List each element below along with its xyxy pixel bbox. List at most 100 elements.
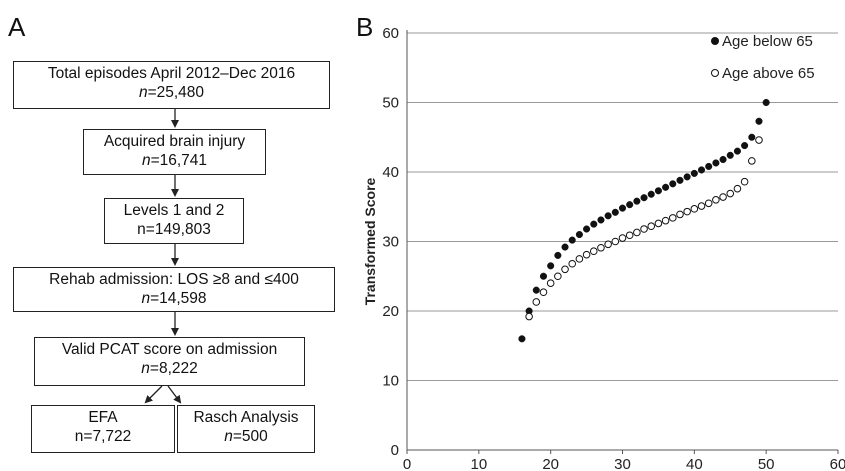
flow-box-label: Levels 1 and 2 (123, 202, 225, 219)
point-age-above-65 (755, 136, 763, 144)
point-age-above-65 (604, 240, 612, 249)
flow-box-rasch: Rasch Analysis n=500 (177, 405, 315, 453)
point-age-above-65 (525, 312, 533, 321)
point-age-above-65 (697, 202, 706, 210)
point-age-below-65 (640, 194, 648, 202)
flow-box-label: EFA (88, 409, 118, 426)
point-age-below-65 (719, 155, 727, 164)
y-tick-label: 60 (382, 25, 399, 42)
point-age-below-65 (755, 117, 763, 125)
point-age-above-65 (532, 298, 541, 306)
n-value: =25,480 (147, 84, 205, 101)
legend-label: Age above 65 (722, 65, 815, 82)
legend-marker (711, 69, 719, 77)
legend-label: Age below 65 (722, 33, 813, 50)
y-tick-label: 20 (382, 303, 399, 320)
flow-arrows (144, 109, 182, 404)
point-age-above-65 (539, 288, 548, 297)
n-symbol: n (141, 152, 151, 169)
point-age-below-65 (539, 272, 548, 280)
flow-box-levels: Levels 1 and 2 n=149,803 (104, 198, 244, 244)
point-age-above-65 (654, 219, 663, 228)
point-age-above-65 (625, 231, 634, 240)
point-age-below-65 (547, 262, 555, 270)
x-tick-label: 50 (758, 456, 775, 471)
point-age-above-65 (633, 228, 641, 237)
point-age-above-65 (676, 210, 684, 219)
n-symbol: n (74, 428, 84, 445)
point-age-above-65 (683, 207, 691, 216)
x-tick-label: 40 (686, 456, 703, 471)
point-age-below-65 (733, 147, 741, 155)
point-age-above-65 (589, 247, 598, 256)
point-age-below-65 (669, 180, 677, 188)
point-age-below-65 (561, 243, 569, 251)
n-value: =14,598 (150, 290, 207, 307)
n-value: =8,222 (149, 360, 198, 377)
point-age-below-65 (597, 216, 605, 224)
point-age-below-65 (583, 225, 591, 233)
point-age-below-65 (575, 231, 583, 239)
point-age-above-65 (618, 234, 627, 242)
n-symbol: n (224, 428, 233, 445)
flow-box-label: Acquired brain injury (103, 133, 246, 150)
x-tick-label: 10 (470, 456, 487, 471)
point-age-below-65 (626, 201, 634, 209)
n-symbol: n (141, 290, 151, 307)
point-age-below-65 (554, 251, 562, 259)
flow-box-label: Total episodes April 2012–Dec 2016 (47, 65, 296, 82)
point-age-below-65 (633, 197, 641, 205)
point-age-below-65 (705, 162, 713, 170)
flow-box-label: Rehab admission: LOS ≥8 and ≤400 (49, 271, 299, 288)
point-age-below-65 (604, 212, 612, 220)
n-symbol: n (141, 360, 150, 377)
y-tick-label: 10 (382, 373, 399, 390)
y-tick-label: 50 (382, 95, 399, 112)
point-age-above-65 (582, 250, 591, 259)
flow-box-label: Rasch Analysis (193, 409, 299, 426)
panel-b-letter: B (356, 12, 374, 42)
point-age-below-65 (611, 208, 619, 216)
point-age-above-65 (740, 177, 749, 186)
flow-box-label: Valid PCAT score on admission (61, 341, 278, 358)
point-age-above-65 (704, 199, 713, 208)
point-age-below-65 (690, 169, 698, 177)
point-age-below-65 (662, 183, 670, 191)
point-age-below-65 (618, 204, 627, 212)
n-symbol: n (138, 84, 148, 101)
point-age-below-65 (762, 98, 770, 107)
n-value: =149,803 (145, 221, 211, 238)
point-age-above-65 (748, 157, 756, 165)
point-age-above-65 (726, 189, 735, 198)
point-age-above-65 (546, 279, 555, 288)
x-tick-label: 30 (614, 456, 631, 471)
point-age-above-65 (719, 193, 727, 201)
flow-chart: A Total episodes April 2012–Dec 2016 n=2… (0, 0, 350, 471)
y-tick-label: 0 (391, 442, 399, 459)
x-tick-label: 60 (830, 456, 845, 471)
x-tick-label: 0 (403, 456, 411, 471)
n-value: =16,741 (150, 152, 208, 169)
point-age-below-65 (748, 133, 756, 141)
point-age-below-65 (647, 190, 655, 198)
n-value: =500 (232, 428, 268, 445)
point-age-above-65 (554, 272, 562, 281)
flow-box-total-episodes: Total episodes April 2012–Dec 2016 n=25,… (13, 61, 330, 109)
point-age-below-65 (654, 187, 662, 195)
flow-box-valid-pcat: Valid PCAT score on admission n=8,222 (34, 337, 305, 386)
x-tick-label: 20 (542, 456, 559, 471)
point-age-above-65 (647, 222, 656, 231)
point-age-above-65 (561, 265, 569, 274)
point-age-above-65 (568, 259, 577, 268)
point-age-above-65 (640, 225, 648, 233)
point-age-below-65 (726, 151, 734, 159)
point-age-above-65 (575, 255, 584, 263)
scatter-chart: 0 10 20 30 40 50 60 0 10 20 30 40 50 60 Transformed Sc… (362, 25, 845, 471)
point-age-below-65 (712, 159, 720, 167)
n-value: =7,722 (83, 428, 132, 445)
y-tick-label: 30 (382, 234, 399, 251)
flow-box-efa: EFA n=7,722 (31, 405, 175, 453)
y-axis-label: Transformed Score (362, 177, 378, 305)
point-age-below-65 (518, 335, 526, 343)
point-age-above-65 (690, 205, 699, 213)
